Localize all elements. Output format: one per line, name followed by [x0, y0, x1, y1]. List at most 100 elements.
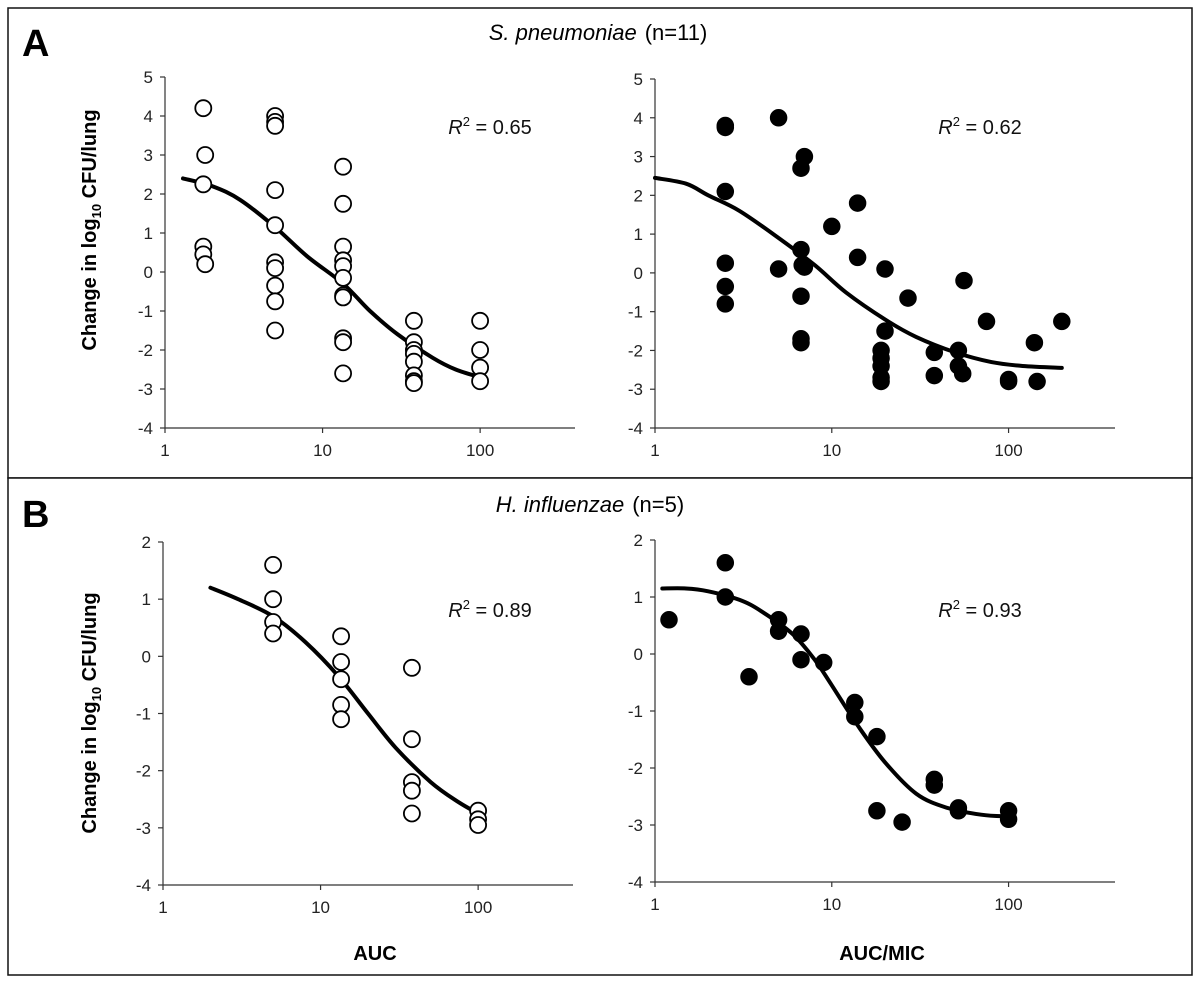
data-point: [404, 311, 423, 330]
y-tick-label: -4: [136, 876, 151, 895]
y-tick-label: 4: [634, 109, 643, 128]
x-tick-label: 10: [822, 895, 841, 914]
ylabel-b-post: CFU/lung: [79, 592, 101, 686]
data-point: [876, 322, 894, 340]
data-point: [196, 146, 215, 164]
x-tick-label: 100: [994, 441, 1022, 460]
data-point: [999, 810, 1018, 829]
data-point: [823, 217, 841, 236]
data-point: [402, 658, 421, 677]
fit-curve: [208, 585, 481, 816]
x-tick-label: 100: [466, 441, 494, 460]
data-points: [716, 109, 1071, 391]
data-point: [264, 556, 283, 574]
y-tick-label: -2: [628, 759, 643, 778]
y-tick-label: -1: [628, 303, 643, 322]
y-tick-label: 4: [144, 107, 153, 126]
r-squared-label: R2 = 0.62: [938, 114, 1021, 139]
data-point: [660, 611, 678, 629]
y-tick-label: 3: [144, 146, 153, 165]
data-point: [955, 271, 973, 290]
panel-a-frame: [7, 7, 1193, 479]
data-point: [953, 364, 972, 383]
data-point: [792, 333, 810, 352]
panel-b-title: H. influenzae (n=5): [496, 492, 684, 517]
data-point: [266, 292, 285, 311]
data-point: [792, 159, 810, 177]
r-squared-value: = 0.65: [470, 117, 532, 139]
r-squared-symbol: R: [448, 600, 462, 622]
data-point: [1028, 372, 1046, 391]
fit-curve: [653, 175, 1064, 370]
data-point: [334, 333, 353, 352]
data-point: [266, 181, 285, 200]
data-point: [334, 194, 353, 213]
panel-b-ylabel: Change in log10 CFU/lung: [79, 592, 104, 833]
r-squared-superscript: 2: [463, 597, 470, 612]
data-point: [264, 624, 283, 643]
y-tick-label: -1: [138, 302, 153, 321]
data-point: [876, 260, 894, 278]
x-tick-label: 1: [650, 895, 659, 914]
y-tick-label: 0: [142, 647, 151, 666]
r-squared-symbol: R: [938, 600, 952, 622]
data-point: [471, 311, 490, 330]
data-point: [716, 277, 735, 296]
panel-a-title: S. pneumoniae (n=11): [489, 20, 708, 45]
r-squared-superscript: 2: [463, 114, 470, 129]
data-point: [194, 175, 213, 194]
data-point: [332, 710, 351, 729]
data-points: [264, 556, 488, 834]
panel-b-letter: B: [22, 494, 49, 536]
data-point: [334, 288, 353, 307]
x-tick-label: 1: [158, 898, 167, 917]
xlabel-auc-mic: AUC/MIC: [839, 943, 925, 965]
data-point: [402, 804, 421, 823]
data-point: [266, 259, 285, 278]
data-point: [792, 287, 810, 305]
data-point: [402, 781, 421, 800]
data-point: [925, 366, 944, 385]
r-squared-label: R2 = 0.65: [448, 114, 531, 139]
y-tick-label: 2: [634, 186, 643, 205]
y-tick-label: 0: [634, 645, 643, 664]
data-point: [999, 372, 1018, 391]
y-tick-label: -1: [136, 705, 151, 724]
y-tick-label: -3: [136, 819, 151, 838]
data-point: [769, 260, 788, 278]
data-point: [1053, 312, 1071, 331]
panel-a-organism: S. pneumoniae: [489, 20, 637, 45]
ylabel-b-main: Change in log: [79, 701, 101, 833]
data-point: [848, 248, 867, 267]
x-tick-label: 10: [313, 441, 332, 460]
data-point: [266, 116, 285, 135]
y-tick-label: 5: [144, 68, 153, 87]
data-point: [332, 670, 351, 689]
data-point: [332, 653, 351, 671]
r-squared-value: = 0.93: [960, 600, 1022, 622]
data-point: [266, 216, 285, 235]
data-point: [792, 650, 810, 669]
data-point: [977, 312, 996, 331]
data-point: [404, 374, 423, 393]
y-tick-label: 2: [142, 533, 151, 552]
data-point: [266, 276, 285, 295]
data-point: [848, 194, 867, 212]
ylabel-a-main: Change in log: [79, 218, 101, 350]
fit-curve: [660, 586, 1011, 819]
y-tick-label: -4: [628, 419, 643, 438]
y-tick-label: 5: [634, 70, 643, 89]
panel-b-frame: [7, 477, 1193, 976]
data-point: [868, 727, 886, 746]
y-tick-label: 1: [144, 224, 153, 243]
y-tick-label: -2: [138, 341, 153, 360]
data-point: [471, 372, 490, 391]
ylabel-a-post: CFU/lung: [79, 109, 101, 203]
y-tick-label: 0: [634, 264, 643, 283]
y-tick-label: -2: [136, 762, 151, 781]
